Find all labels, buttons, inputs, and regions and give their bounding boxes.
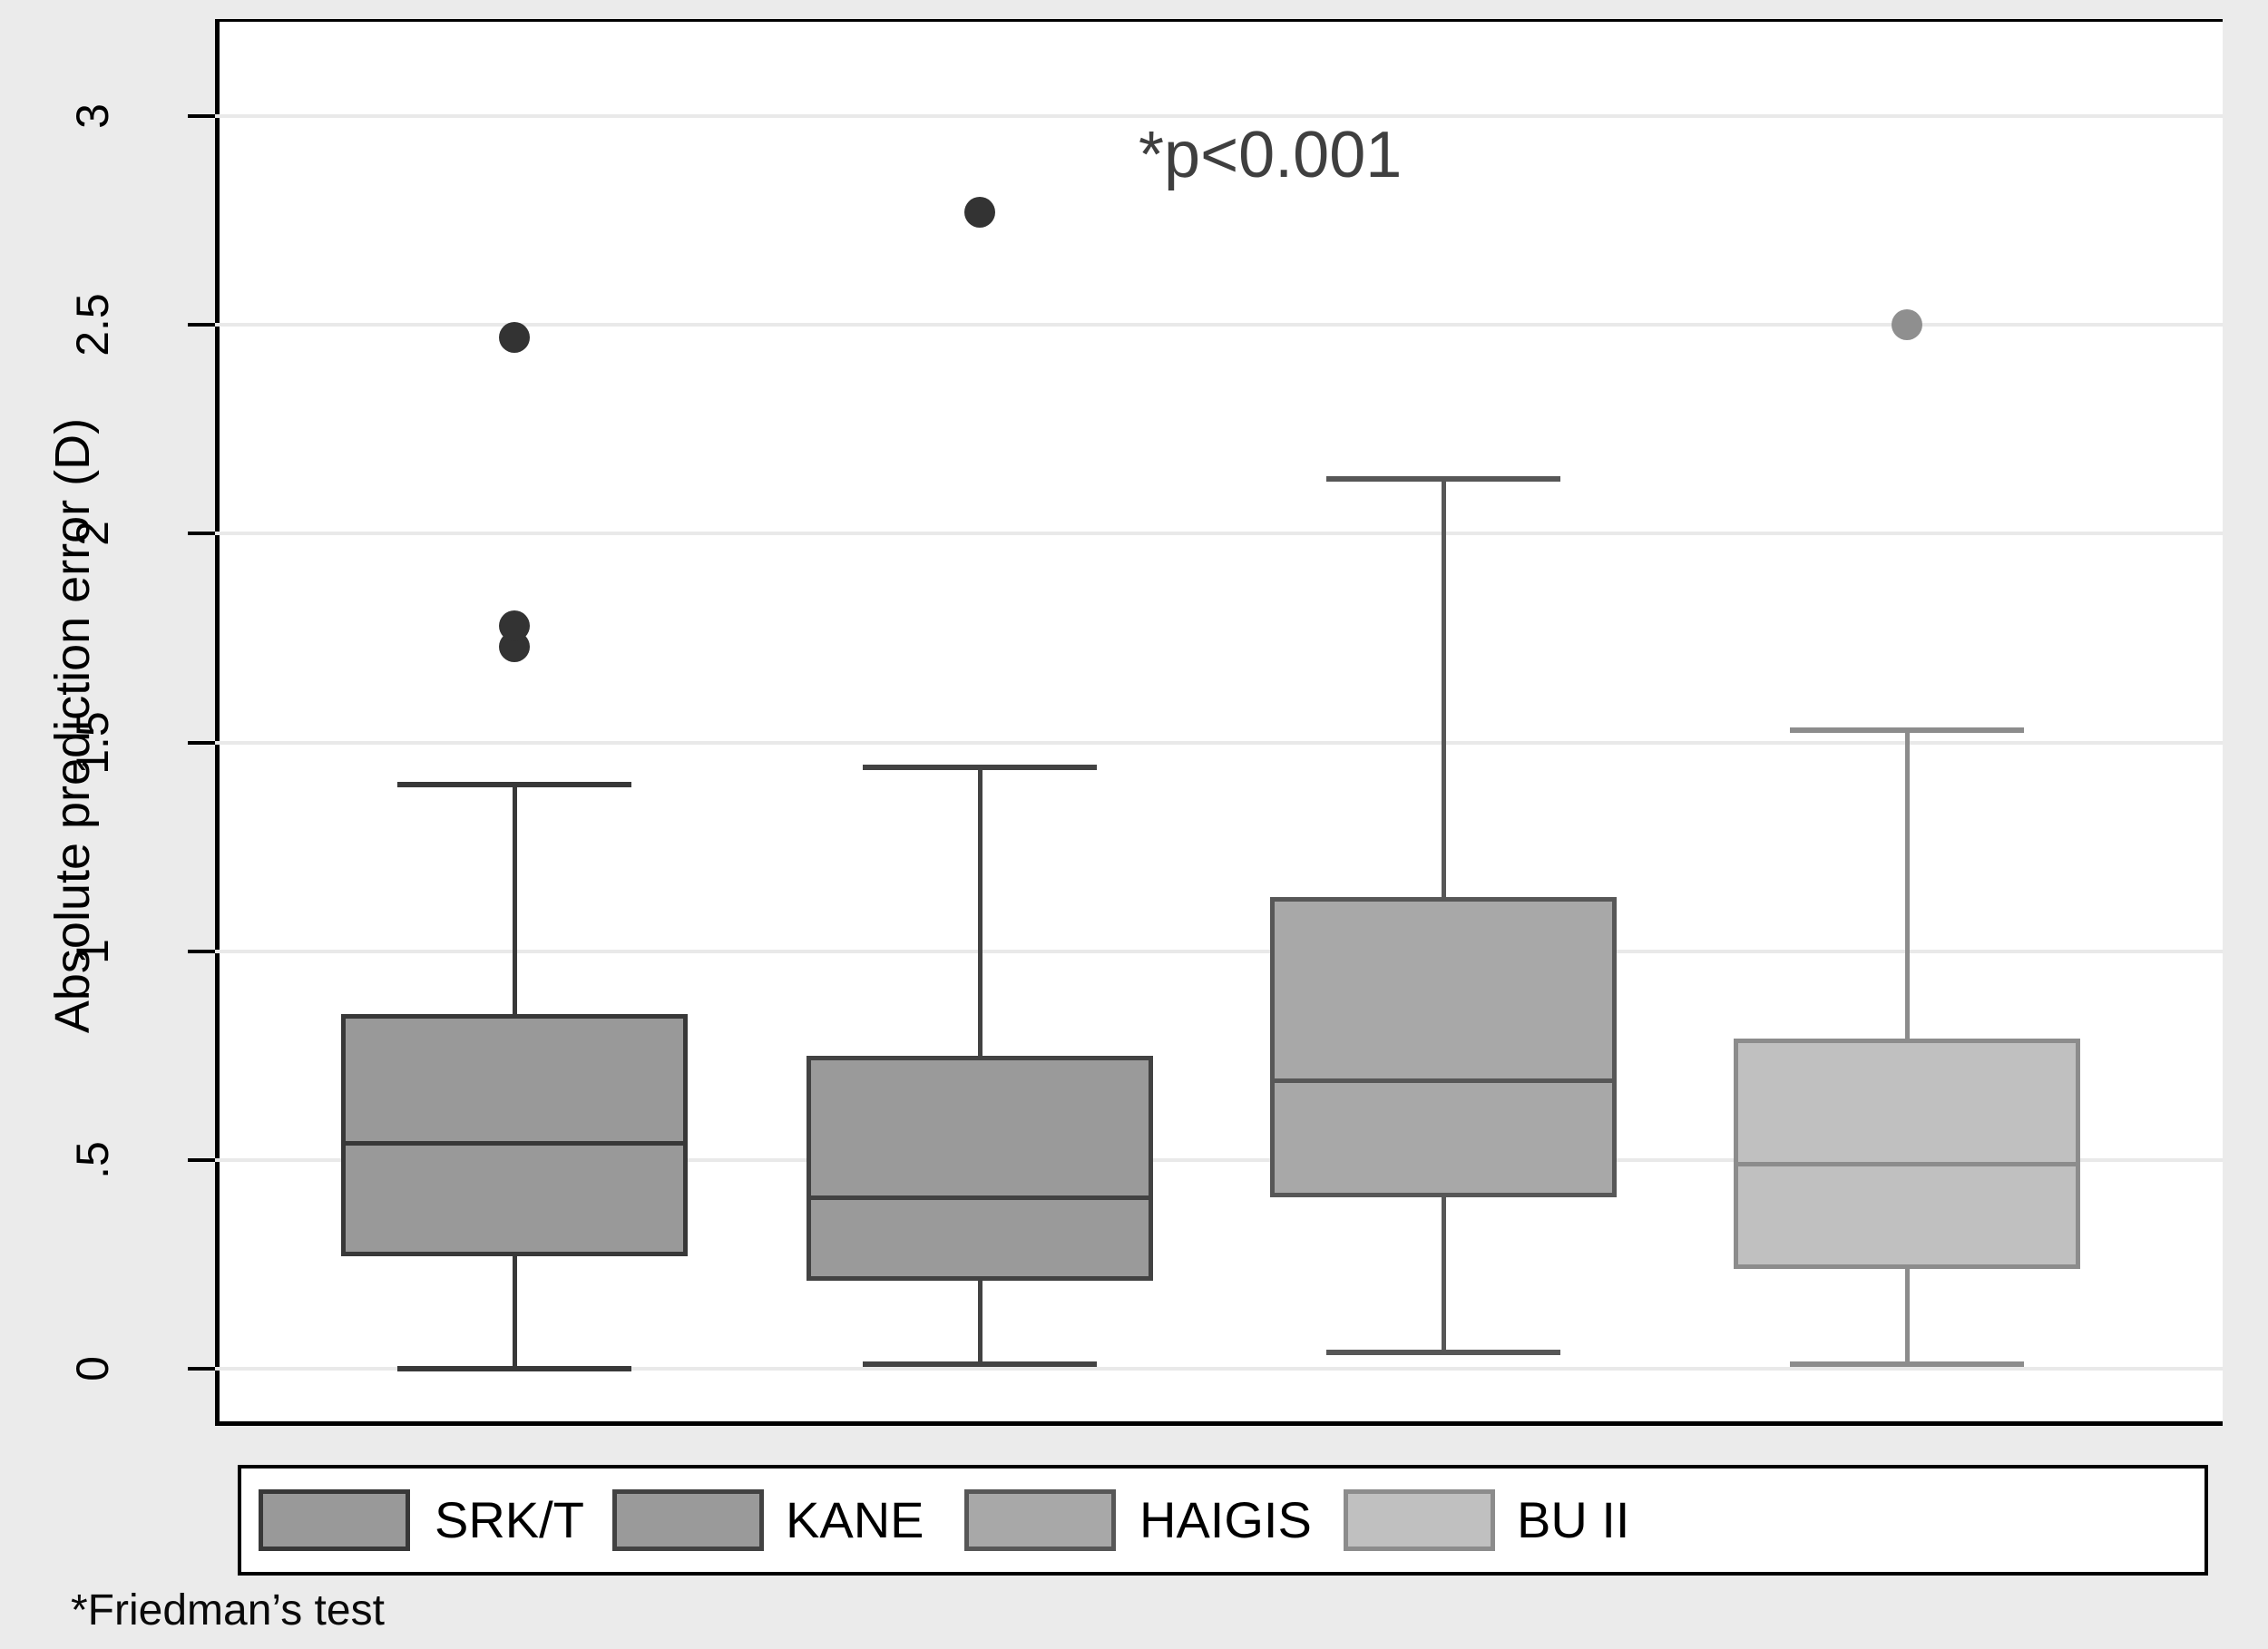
y-axis-tick [188, 740, 215, 745]
legend-swatch [1344, 1489, 1495, 1551]
box-iqr [1734, 1039, 2080, 1269]
legend-swatch [259, 1489, 410, 1551]
median-line [1734, 1161, 2080, 1166]
y-axis-tick-label: 3 [67, 103, 118, 129]
upper-whisker-line [977, 767, 982, 1056]
lower-whisker-cap [397, 1366, 631, 1371]
outlier-point [499, 610, 530, 641]
gridline [215, 323, 2223, 327]
gridline [215, 1367, 2223, 1371]
y-axis-tick-label: 1 [67, 938, 118, 964]
footnote: *Friedman’s test [71, 1586, 385, 1634]
median-line [1270, 1078, 1617, 1083]
gridline [215, 740, 2223, 745]
lower-whisker-cap [1326, 1349, 1560, 1355]
box-iqr [341, 1013, 688, 1256]
median-line [341, 1140, 688, 1146]
y-axis-tick-label: 2.5 [67, 293, 118, 356]
outlier-point [1892, 309, 1922, 341]
y-axis-tick [188, 1157, 215, 1162]
y-axis-tick-label: .5 [67, 1140, 118, 1179]
y-axis-tick-label: 2 [67, 521, 118, 547]
legend-swatch [612, 1489, 764, 1551]
outlier-point [964, 196, 995, 228]
legend-label: SRK/T [435, 1491, 584, 1548]
lower-whisker-cap [1790, 1361, 2024, 1368]
gridline [215, 1157, 2223, 1162]
gridline [215, 949, 2223, 953]
lower-whisker-line [977, 1281, 982, 1365]
gridline [215, 114, 2223, 118]
y-axis-tick [188, 114, 215, 118]
outlier-point [499, 321, 530, 353]
lower-whisker-line [1441, 1197, 1446, 1352]
upper-whisker-cap [397, 781, 631, 787]
y-axis-tick-label: 1.5 [67, 710, 118, 775]
lower-whisker-line [1904, 1268, 1910, 1365]
y-axis-tick [188, 532, 215, 536]
lower-whisker-cap [863, 1361, 1097, 1368]
legend-label: KANE [786, 1491, 924, 1548]
y-axis-tick [188, 1367, 215, 1371]
legend-swatch [964, 1489, 1116, 1551]
upper-whisker-line [512, 784, 517, 1014]
box-iqr [807, 1055, 1153, 1282]
legend-label: BU II [1517, 1491, 1630, 1548]
upper-whisker-cap [1326, 476, 1560, 483]
lower-whisker-line [512, 1255, 517, 1369]
p-value-annotation: *p<0.001 [1139, 119, 1403, 191]
upper-whisker-line [1904, 729, 1910, 1039]
y-axis-tick [188, 949, 215, 953]
box-iqr [1270, 896, 1617, 1198]
legend-label: HAIGIS [1139, 1491, 1312, 1548]
y-axis-tick-label: 0 [67, 1356, 118, 1381]
median-line [807, 1195, 1153, 1200]
upper-whisker-cap [863, 765, 1097, 771]
y-axis-tick [188, 323, 215, 327]
gridline [215, 532, 2223, 536]
upper-whisker-cap [1790, 727, 2024, 733]
upper-whisker-line [1441, 479, 1446, 897]
legend: SRK/T KANE HAIGIS BU II [238, 1465, 2208, 1576]
